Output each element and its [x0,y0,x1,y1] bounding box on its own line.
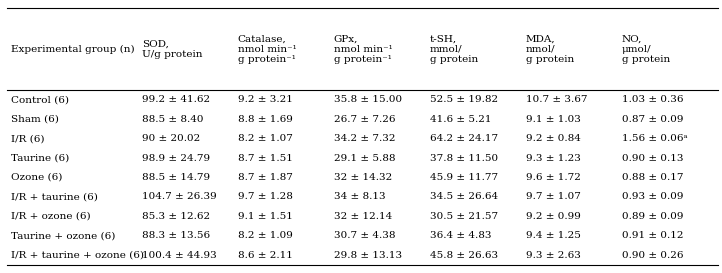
Text: I/R + taurine + ozone (6): I/R + taurine + ozone (6) [11,251,144,260]
Text: 0.89 ± 0.09: 0.89 ± 0.09 [622,212,683,221]
Text: 0.88 ± 0.17: 0.88 ± 0.17 [622,173,683,182]
Text: 0.90 ± 0.13: 0.90 ± 0.13 [622,153,683,162]
Text: 98.9 ± 24.79: 98.9 ± 24.79 [142,153,210,162]
Text: I/R + ozone (6): I/R + ozone (6) [11,212,90,221]
Text: 8.7 ± 1.87: 8.7 ± 1.87 [238,173,292,182]
Text: t-SH,
mmol/
g protein: t-SH, mmol/ g protein [430,34,478,64]
Text: 9.3 ± 2.63: 9.3 ± 2.63 [526,251,580,260]
Text: GPx,
nmol min⁻¹
g protein⁻¹: GPx, nmol min⁻¹ g protein⁻¹ [334,34,393,64]
Text: Experimental group (n): Experimental group (n) [11,44,134,54]
Text: Taurine + ozone (6): Taurine + ozone (6) [11,231,116,240]
Text: 52.5 ± 19.82: 52.5 ± 19.82 [430,95,498,104]
Text: 9.4 ± 1.25: 9.4 ± 1.25 [526,231,580,240]
Text: 34 ± 8.13: 34 ± 8.13 [334,192,386,201]
Text: Catalase,
nmol min⁻¹
g protein⁻¹: Catalase, nmol min⁻¹ g protein⁻¹ [238,34,297,64]
Text: 37.8 ± 11.50: 37.8 ± 11.50 [430,153,498,162]
Text: 85.3 ± 12.62: 85.3 ± 12.62 [142,212,210,221]
Text: 9.2 ± 0.99: 9.2 ± 0.99 [526,212,580,221]
Text: 9.2 ± 3.21: 9.2 ± 3.21 [238,95,292,104]
Text: 8.7 ± 1.51: 8.7 ± 1.51 [238,153,292,162]
Text: 8.6 ± 2.11: 8.6 ± 2.11 [238,251,292,260]
Text: 34.5 ± 26.64: 34.5 ± 26.64 [430,192,498,201]
Text: 88.5 ± 8.40: 88.5 ± 8.40 [142,115,203,124]
Text: 64.2 ± 24.17: 64.2 ± 24.17 [430,134,498,143]
Text: 45.9 ± 11.77: 45.9 ± 11.77 [430,173,498,182]
Text: 45.8 ± 26.63: 45.8 ± 26.63 [430,251,498,260]
Text: SOD,
U/g protein: SOD, U/g protein [142,39,202,59]
Text: 99.2 ± 41.62: 99.2 ± 41.62 [142,95,210,104]
Text: 29.1 ± 5.88: 29.1 ± 5.88 [334,153,395,162]
Text: 41.6 ± 5.21: 41.6 ± 5.21 [430,115,491,124]
Text: MDA,
nmol/
g protein: MDA, nmol/ g protein [526,34,574,64]
Text: 90 ± 20.02: 90 ± 20.02 [142,134,200,143]
Text: 9.1 ± 1.03: 9.1 ± 1.03 [526,115,580,124]
Text: 88.5 ± 14.79: 88.5 ± 14.79 [142,173,210,182]
Text: 34.2 ± 7.32: 34.2 ± 7.32 [334,134,395,143]
Text: I/R + taurine (6): I/R + taurine (6) [11,192,97,201]
Text: 0.91 ± 0.12: 0.91 ± 0.12 [622,231,683,240]
Text: 0.87 ± 0.09: 0.87 ± 0.09 [622,115,683,124]
Text: 0.93 ± 0.09: 0.93 ± 0.09 [622,192,683,201]
Text: 29.8 ± 13.13: 29.8 ± 13.13 [334,251,402,260]
Text: Taurine (6): Taurine (6) [11,153,69,162]
Text: 0.90 ± 0.26: 0.90 ± 0.26 [622,251,683,260]
Text: 1.56 ± 0.06ᵃ: 1.56 ± 0.06ᵃ [622,134,687,143]
Text: 9.7 ± 1.28: 9.7 ± 1.28 [238,192,292,201]
Text: 30.7 ± 4.38: 30.7 ± 4.38 [334,231,395,240]
Text: 9.6 ± 1.72: 9.6 ± 1.72 [526,173,580,182]
Text: Sham (6): Sham (6) [11,115,58,124]
Text: 26.7 ± 7.26: 26.7 ± 7.26 [334,115,395,124]
Text: 30.5 ± 21.57: 30.5 ± 21.57 [430,212,498,221]
Text: 8.8 ± 1.69: 8.8 ± 1.69 [238,115,292,124]
Text: 9.1 ± 1.51: 9.1 ± 1.51 [238,212,292,221]
Text: Ozone (6): Ozone (6) [11,173,62,182]
Text: I/R (6): I/R (6) [11,134,44,143]
Text: 88.3 ± 13.56: 88.3 ± 13.56 [142,231,210,240]
Text: 9.2 ± 0.84: 9.2 ± 0.84 [526,134,580,143]
Text: 35.8 ± 15.00: 35.8 ± 15.00 [334,95,402,104]
Text: 32 ± 12.14: 32 ± 12.14 [334,212,392,221]
Text: 8.2 ± 1.07: 8.2 ± 1.07 [238,134,292,143]
Text: 100.4 ± 44.93: 100.4 ± 44.93 [142,251,217,260]
Text: 8.2 ± 1.09: 8.2 ± 1.09 [238,231,292,240]
Text: 10.7 ± 3.67: 10.7 ± 3.67 [526,95,587,104]
Text: Control (6): Control (6) [11,95,69,104]
Text: 1.03 ± 0.36: 1.03 ± 0.36 [622,95,683,104]
Text: 9.7 ± 1.07: 9.7 ± 1.07 [526,192,580,201]
Text: 36.4 ± 4.83: 36.4 ± 4.83 [430,231,491,240]
Text: 9.3 ± 1.23: 9.3 ± 1.23 [526,153,580,162]
Text: NO,
μmol/
g protein: NO, μmol/ g protein [622,34,670,64]
Text: 104.7 ± 26.39: 104.7 ± 26.39 [142,192,217,201]
Text: 32 ± 14.32: 32 ± 14.32 [334,173,392,182]
